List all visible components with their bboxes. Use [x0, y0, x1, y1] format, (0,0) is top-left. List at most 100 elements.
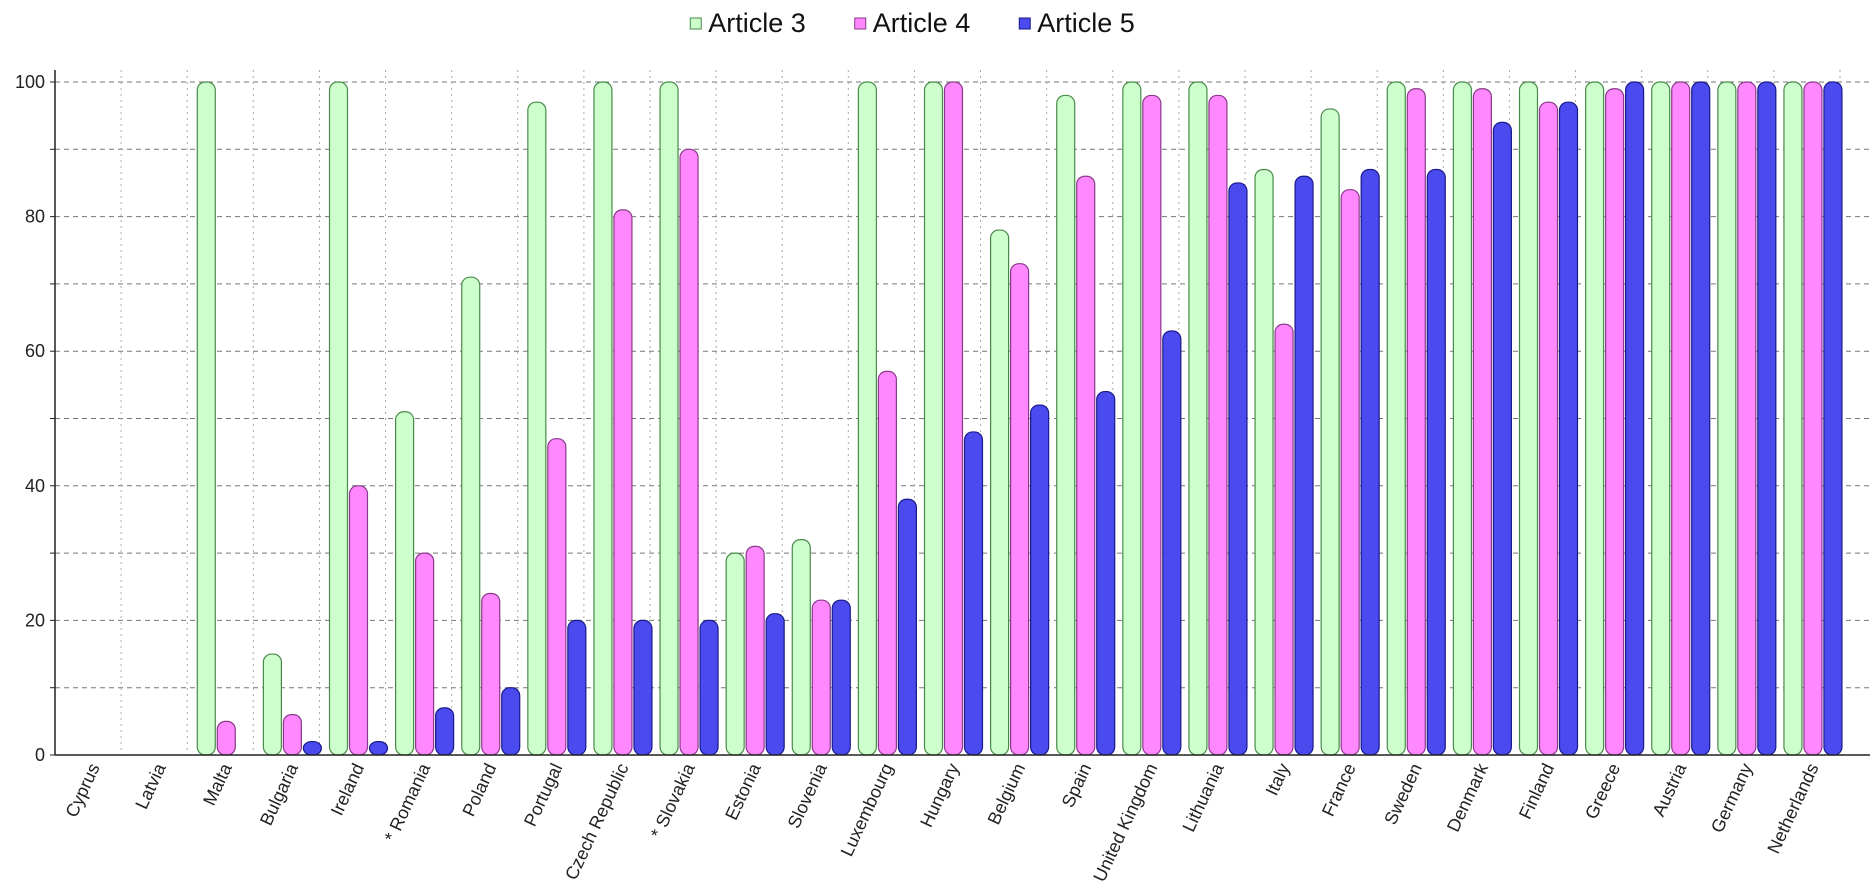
bar-article-5-bulgaria	[302, 740, 322, 756]
x-tick-label-ireland: Ireland	[327, 760, 368, 818]
bar-article-5-italy	[1294, 175, 1314, 756]
bar-article-5-finland	[1558, 101, 1579, 756]
bar-article-4-malta	[216, 720, 236, 756]
bar-article-3-united-kingdom	[1122, 81, 1142, 756]
bar-article-4-portugal	[547, 438, 567, 756]
bar-article-4-ireland	[348, 485, 369, 756]
x-tick-label-luxembourg: Luxembourg	[837, 760, 897, 859]
axes	[50, 70, 1870, 756]
bar-article-4-italy	[1274, 323, 1294, 756]
x-tick-label-finland: Finland	[1515, 760, 1558, 822]
x-tick-label-belgium: Belgium	[984, 760, 1030, 827]
bar-article-5-lithuania	[1228, 182, 1248, 756]
bars	[196, 81, 1843, 756]
bar-article-5-poland	[501, 687, 521, 756]
bar-article-4-greece	[1605, 88, 1625, 756]
bar-article-3-estonia	[725, 552, 745, 756]
bar-article-3-greece	[1585, 81, 1605, 756]
x-tick-label-romania: * Romania	[381, 759, 435, 845]
bar-article-5-spain	[1096, 390, 1116, 756]
bar-article-5-portugal	[567, 619, 587, 756]
x-tick-label-portugal: Portugal	[520, 760, 566, 829]
bar-article-5-luxembourg	[897, 498, 917, 756]
bar-article-3-austria	[1651, 81, 1671, 756]
bar-article-4-united-kingdom	[1142, 94, 1162, 756]
y-tick-label: 40	[25, 476, 45, 496]
bar-article-4-poland	[481, 592, 501, 756]
x-tick-label-italy: Italy	[1262, 760, 1294, 798]
legend-label-article-3: Article 3	[708, 8, 806, 38]
bar-article-3-luxembourg	[857, 81, 877, 756]
x-tick-label-bulgaria: Bulgaria	[256, 759, 302, 828]
bar-article-3-portugal	[527, 101, 547, 756]
bar-article-4-spain	[1076, 175, 1096, 756]
x-tick-label-czech-republic: Czech Republic	[561, 760, 632, 883]
bar-article-4-finland	[1538, 101, 1559, 756]
x-tick-label-lithuania: Lithuania	[1179, 759, 1228, 835]
bar-article-4-bulgaria	[282, 714, 302, 756]
x-tick-label-slovenia: Slovenia	[784, 759, 832, 831]
x-tick-label-greece: Greece	[1581, 760, 1624, 822]
x-tick-label-cyprus: Cyprus	[61, 760, 103, 820]
bar-article-4-slovakia	[679, 148, 699, 756]
y-tick-label: 100	[15, 72, 45, 92]
bar-article-3-spain	[1056, 94, 1076, 756]
bar-article-3-france	[1320, 108, 1340, 756]
bar-article-5-estonia	[765, 613, 785, 756]
bar-article-4-estonia	[745, 545, 765, 756]
bar-article-3-poland	[461, 276, 481, 756]
bar-article-3-slovenia	[791, 539, 811, 756]
bar-article-4-luxembourg	[877, 370, 897, 756]
bar-article-4-romania	[415, 552, 435, 756]
legend-swatch-article-4	[854, 17, 867, 30]
legend-swatch-article-3	[689, 17, 702, 30]
bar-article-4-lithuania	[1208, 94, 1228, 756]
bar-article-4-czech-republic	[613, 209, 633, 756]
bar-article-3-netherlands	[1783, 81, 1803, 756]
x-tick-label-united-kingdom: United Kingdom	[1089, 760, 1161, 885]
legend-swatch-article-5	[1018, 17, 1031, 30]
x-tick-label-denmark: Denmark	[1443, 759, 1492, 835]
bar-article-3-czech-republic	[593, 81, 613, 756]
x-tick-label-malta: Malta	[199, 759, 236, 808]
bar-article-5-germany	[1757, 81, 1777, 756]
y-tick-label: 60	[25, 341, 45, 361]
x-tick-label-france: France	[1318, 760, 1360, 819]
bar-article-4-austria	[1671, 81, 1691, 756]
bar-article-4-france	[1340, 189, 1360, 756]
x-tick-label-netherlands: Netherlands	[1763, 760, 1822, 856]
legend-label-article-4: Article 4	[873, 8, 971, 38]
y-tick-label: 20	[25, 610, 45, 630]
y-tick-label: 80	[25, 207, 45, 227]
bar-article-3-bulgaria	[262, 653, 282, 756]
bar-article-3-ireland	[328, 81, 349, 756]
bar-article-5-netherlands	[1823, 81, 1843, 756]
bar-article-4-belgium	[1010, 263, 1030, 756]
x-tick-label-latvia: Latvia	[131, 759, 170, 812]
bar-article-3-lithuania	[1188, 81, 1208, 756]
legend-label-article-5: Article 5	[1037, 8, 1135, 38]
bar-article-5-belgium	[1030, 404, 1050, 756]
bar-article-3-italy	[1254, 168, 1274, 756]
legend: Article 3 Article 4 Article 5	[689, 8, 1135, 38]
bar-article-4-sweden	[1406, 88, 1426, 756]
bar-article-5-czech-republic	[633, 619, 653, 756]
x-tick-label-spain: Spain	[1058, 760, 1096, 810]
x-tick-label-germany: Germany	[1707, 760, 1756, 836]
bar-article-3-slovakia	[659, 81, 679, 756]
bar-article-5-slovenia	[831, 599, 851, 756]
bar-article-5-sweden	[1426, 168, 1446, 756]
y-tick-label: 0	[35, 745, 45, 765]
bar-article-5-greece	[1625, 81, 1645, 756]
x-tick-label-slovakia: * Slovakia	[647, 759, 699, 841]
bar-article-5-united-kingdom	[1162, 330, 1182, 756]
bar-article-4-slovenia	[811, 599, 831, 756]
bar-article-5-france	[1360, 168, 1380, 756]
bar-article-3-hungary	[923, 81, 944, 756]
bar-article-5-hungary	[963, 431, 984, 756]
bar-article-3-denmark	[1452, 81, 1472, 756]
x-tick-label-estonia: Estonia	[721, 759, 765, 823]
bar-article-5-denmark	[1492, 121, 1512, 756]
bar-article-4-denmark	[1472, 88, 1492, 756]
